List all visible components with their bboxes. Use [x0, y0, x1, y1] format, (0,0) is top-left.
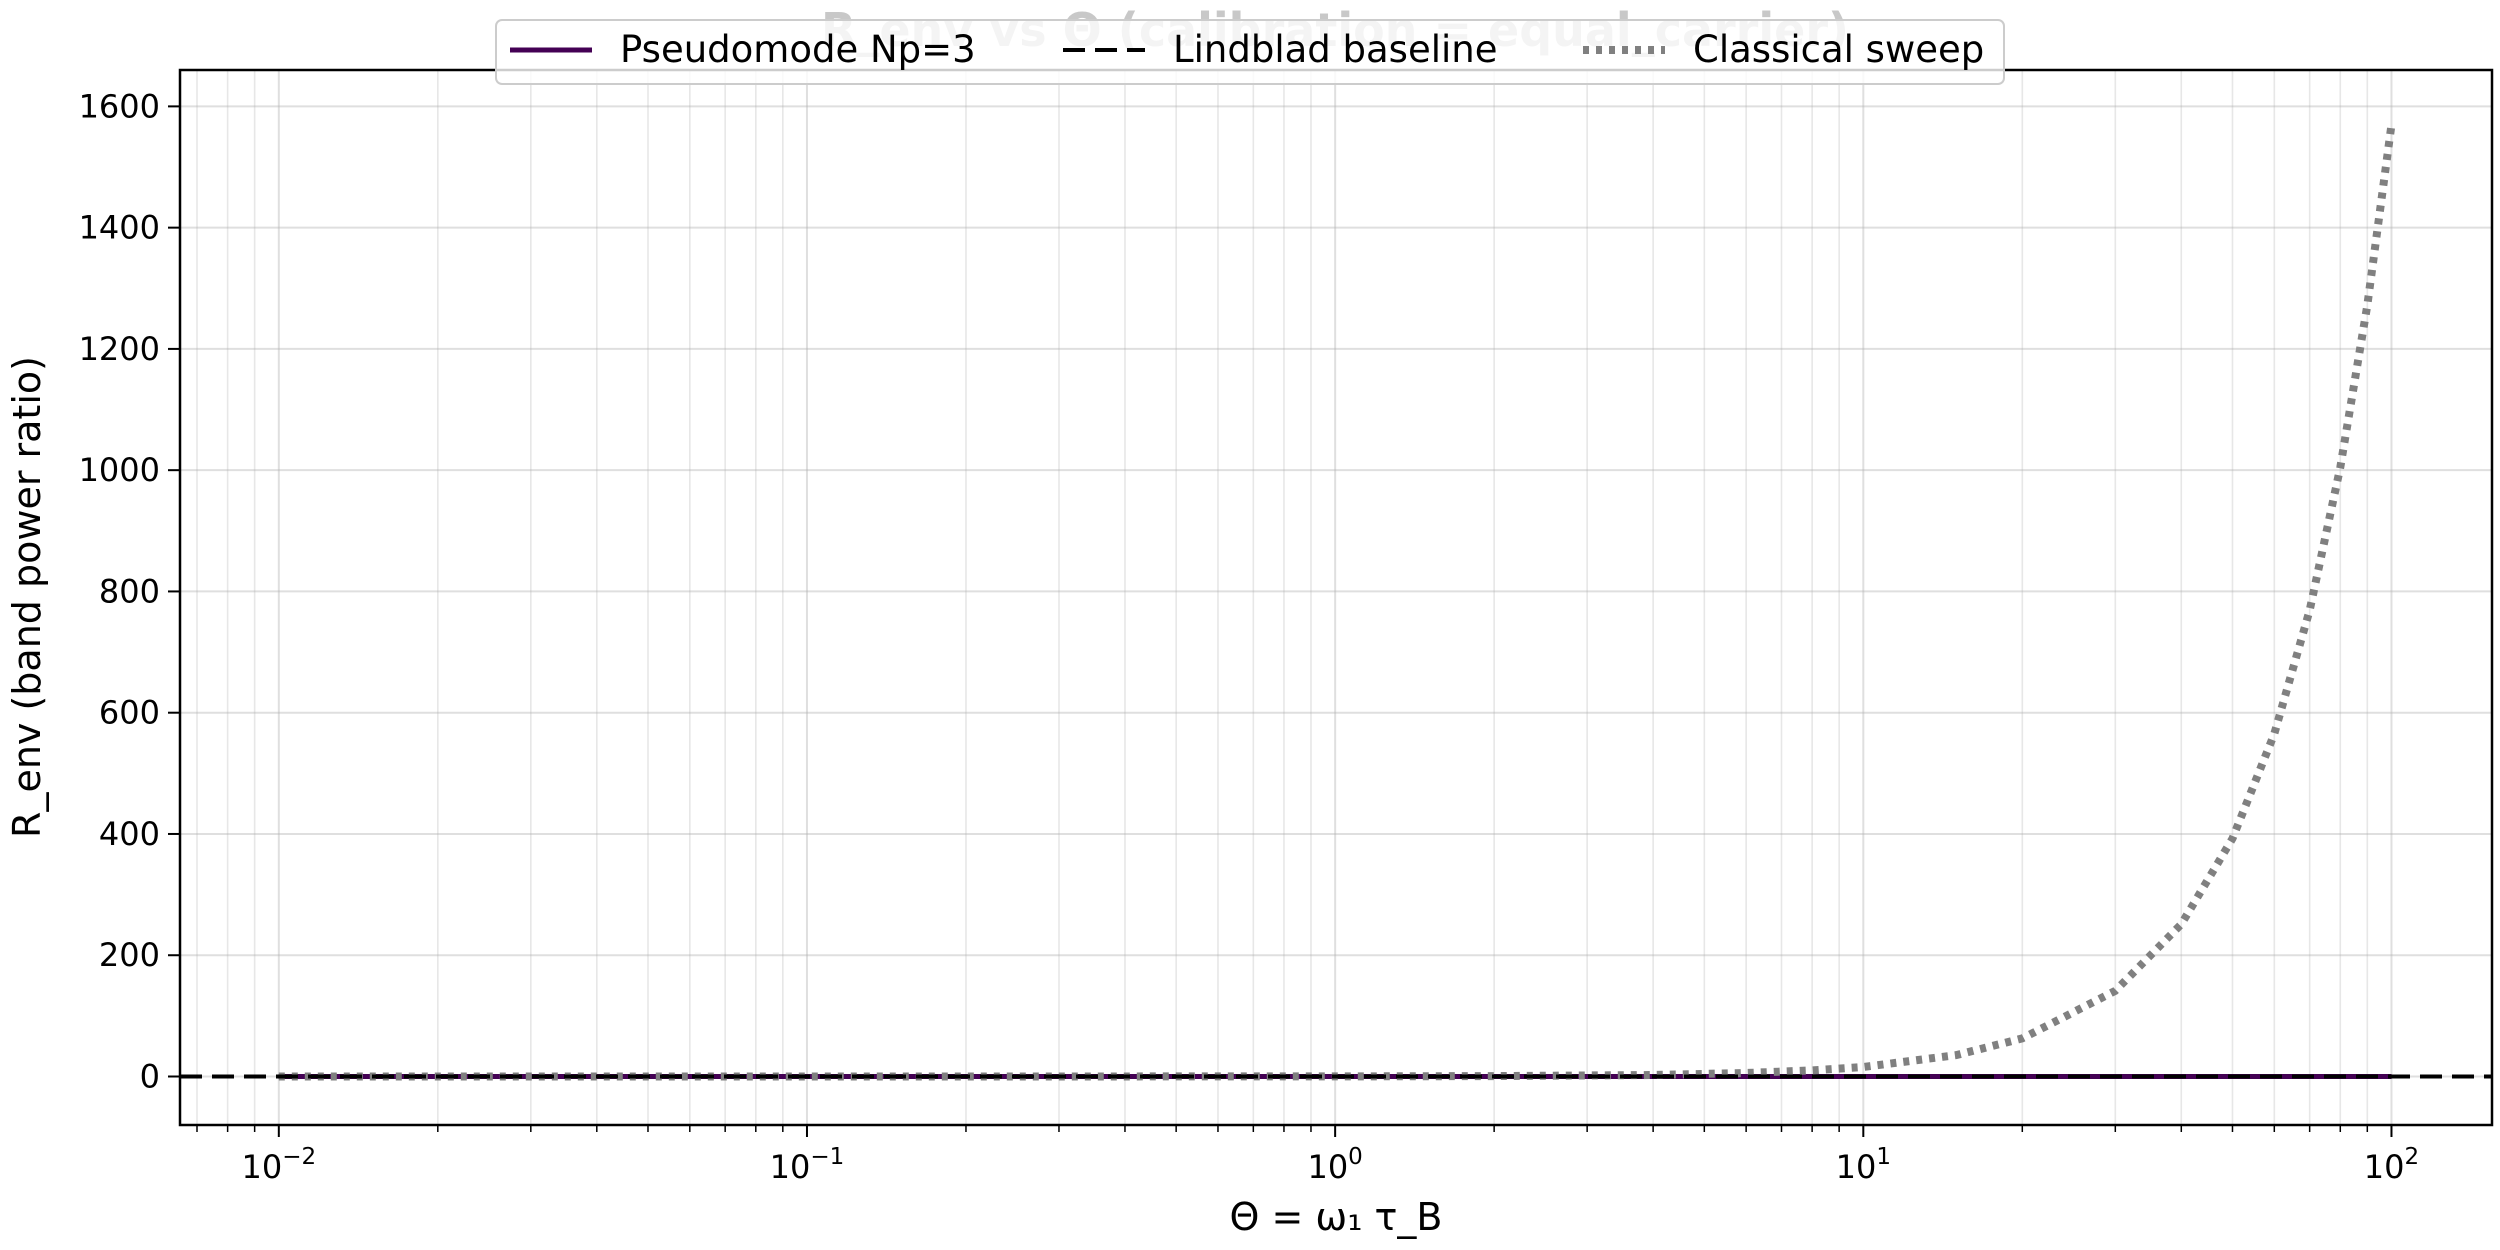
legend-entries: Pseudomode Np=3 Lindblad baseline Classica… [510, 28, 1984, 71]
x-tick-label: 101 [1836, 1144, 1891, 1186]
legend-label: Classical sweep [1693, 28, 1984, 71]
x-tick-label: 102 [2364, 1144, 2419, 1186]
x-tick-label: 100 [1307, 1144, 1362, 1186]
legend: Pseudomode Np=3 Lindblad baseline Classica… [495, 19, 2005, 85]
y-tick-label: 400 [99, 815, 160, 853]
y-tick-label: 1400 [79, 209, 160, 247]
y-tick-label: 600 [99, 694, 160, 732]
x-tick-label: 10−1 [770, 1144, 845, 1186]
y-tick-label: 0 [140, 1057, 160, 1095]
legend-label: Pseudomode Np=3 [620, 28, 976, 71]
x-axis-label: Θ = ω₁ τ_B [1230, 1195, 1443, 1239]
series-layer [180, 124, 2492, 1081]
x-tick-label: 10−2 [242, 1144, 317, 1186]
y-tick-label: 1200 [79, 330, 160, 368]
y-tick-label: 1600 [79, 87, 160, 125]
y-tick-label: 800 [99, 572, 160, 610]
legend-box [495, 19, 2005, 85]
axis-ticks: 0 200 400 600 800 1000 1200 1400 1600 10−2 10−1 100… [79, 87, 2420, 1186]
y-axis-label: R_env (band power ratio) [5, 356, 49, 838]
grid [180, 70, 2492, 1125]
y-tick-label: 200 [99, 936, 160, 974]
y-tick-label: 1000 [79, 451, 160, 489]
legend-label: Lindblad baseline [1173, 28, 1498, 71]
